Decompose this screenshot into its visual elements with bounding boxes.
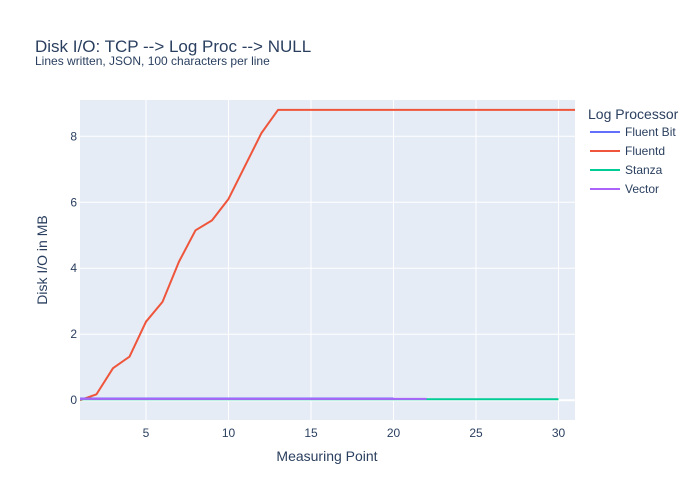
legend-label-fluent-bit: Fluent Bit: [625, 125, 676, 139]
chart-title: Disk I/O: TCP --> Log Proc --> NULL: [35, 37, 311, 56]
y-tick-label: 4: [70, 261, 77, 275]
legend: Log Processor Fluent Bit Fluentd Stanza Vec…: [588, 106, 679, 196]
y-tick-label: 0: [70, 393, 77, 407]
chart-subtitle: Lines written, JSON, 100 characters per …: [35, 54, 270, 68]
x-axis-label: Measuring Point: [276, 448, 377, 464]
series-line-fluentd: [80, 108, 575, 402]
y-tick-label: 6: [70, 195, 77, 209]
x-tick-label: 10: [222, 426, 236, 440]
legend-label-stanza: Stanza: [625, 163, 663, 177]
legend-title: Log Processor: [588, 106, 679, 122]
legend-label-fluentd: Fluentd: [625, 144, 665, 158]
series-layer: [80, 108, 575, 402]
legend-label-vector: Vector: [625, 182, 659, 196]
y-tick-label: 2: [70, 327, 77, 341]
plot-area: [80, 100, 575, 420]
x-tick-label: 5: [143, 426, 150, 440]
x-tick-label: 20: [387, 426, 401, 440]
x-tick-label: 25: [469, 426, 483, 440]
y-tick-label: 8: [70, 129, 77, 143]
y-axis-label: Disk I/O in MB: [34, 215, 50, 304]
x-tick-label: 30: [552, 426, 566, 440]
x-tick-label: 15: [304, 426, 318, 440]
x-axis-ticks: 5 10 15 20 25 30: [143, 426, 566, 440]
y-axis-ticks: 0 2 4 6 8: [70, 129, 77, 407]
